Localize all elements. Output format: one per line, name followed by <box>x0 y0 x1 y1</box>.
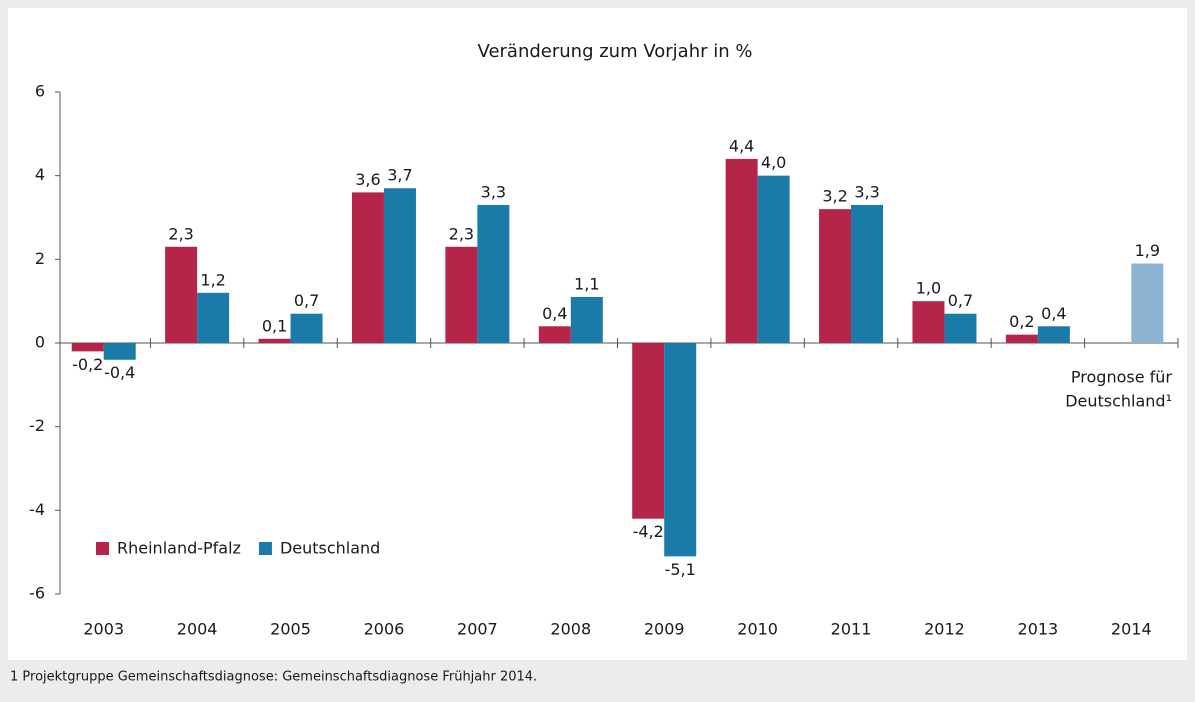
y-tick-label: 0 <box>35 333 45 352</box>
value-label: 0,4 <box>542 304 567 323</box>
value-label: 0,2 <box>1009 312 1034 331</box>
value-label: 2,3 <box>168 224 193 243</box>
bar <box>1131 263 1164 343</box>
y-tick-label: -4 <box>29 500 45 519</box>
bar <box>197 292 230 343</box>
x-tick-label: 2012 <box>924 620 965 639</box>
bar <box>445 246 478 343</box>
x-tick-label: 2014 <box>1111 620 1152 639</box>
value-label: 1,1 <box>574 274 599 293</box>
x-tick-label: 2005 <box>270 620 311 639</box>
value-label: 0,1 <box>262 316 287 335</box>
value-label: 4,0 <box>761 153 786 172</box>
bar <box>258 338 291 343</box>
bar <box>851 204 884 343</box>
bar <box>351 192 384 343</box>
x-tick-label: 2010 <box>737 620 778 639</box>
y-tick-label: 6 <box>35 82 45 101</box>
bar <box>757 175 790 343</box>
y-tick-label: -2 <box>29 416 45 435</box>
value-label: -0,2 <box>72 355 103 374</box>
bar <box>290 313 323 343</box>
legend-label: Deutschland <box>280 539 380 558</box>
x-tick-label: 2008 <box>550 620 591 639</box>
bar <box>664 343 697 557</box>
y-tick-label: -6 <box>29 584 45 603</box>
value-label: 1,0 <box>916 279 941 298</box>
bar <box>165 246 198 343</box>
annotation: Deutschland¹ <box>1065 392 1172 411</box>
value-label: 3,6 <box>355 170 380 189</box>
value-label: 0,4 <box>1041 304 1066 323</box>
bar <box>944 313 977 343</box>
value-label: 0,7 <box>948 291 973 310</box>
chart-title: Veränderung zum Vorjahr in % <box>478 41 753 62</box>
value-label: -4,2 <box>633 522 664 541</box>
x-tick-label: 2007 <box>457 620 498 639</box>
value-label: 4,4 <box>729 136 754 155</box>
x-tick-label: 2006 <box>364 620 405 639</box>
bar <box>383 188 416 343</box>
y-tick-label: 2 <box>35 249 45 268</box>
bar <box>477 204 510 343</box>
x-tick-label: 2009 <box>644 620 685 639</box>
value-label: 1,9 <box>1135 241 1160 260</box>
value-label: -5,1 <box>665 560 696 579</box>
bar <box>103 343 136 360</box>
value-label: 0,7 <box>294 291 319 310</box>
bar <box>71 343 104 352</box>
x-tick-label: 2013 <box>1018 620 1059 639</box>
x-tick-label: 2011 <box>831 620 872 639</box>
legend-swatch <box>258 542 272 555</box>
value-label: 1,2 <box>200 270 225 289</box>
value-label: 3,2 <box>822 187 847 206</box>
bar <box>1037 326 1070 343</box>
x-tick-label: 2003 <box>83 620 124 639</box>
legend-swatch <box>96 542 109 555</box>
bar <box>632 343 665 519</box>
value-label: -0,4 <box>104 363 135 382</box>
value-label: 3,3 <box>481 182 506 201</box>
bar <box>912 301 945 343</box>
bar <box>570 296 603 343</box>
value-label: 3,7 <box>387 166 412 185</box>
value-label: 2,3 <box>449 224 474 243</box>
legend-label: Rheinland-Pfalz <box>117 539 241 558</box>
bar <box>819 209 852 343</box>
bar <box>725 158 758 343</box>
value-label: 3,3 <box>854 182 879 201</box>
annotation: Prognose für <box>1071 368 1173 387</box>
footnote: 1 Projektgruppe Gemeinschaftsdiagnose: G… <box>10 670 537 685</box>
bar <box>1005 334 1038 343</box>
x-tick-label: 2004 <box>177 620 218 639</box>
bar <box>538 326 571 343</box>
y-tick-label: 4 <box>35 165 45 184</box>
